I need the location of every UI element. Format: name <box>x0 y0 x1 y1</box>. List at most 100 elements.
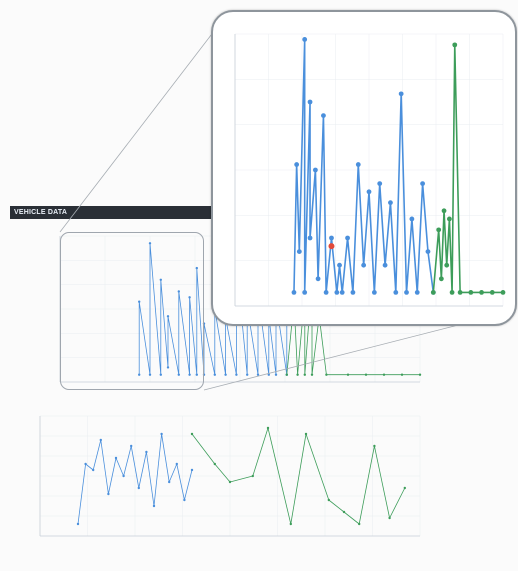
data-point[interactable] <box>452 42 458 48</box>
data-point[interactable] <box>382 262 388 268</box>
data-point[interactable] <box>291 290 297 295</box>
data-point[interactable] <box>310 373 314 376</box>
data-point[interactable] <box>468 290 474 295</box>
data-point[interactable] <box>99 438 103 442</box>
data-point[interactable] <box>177 373 180 376</box>
data-point[interactable] <box>195 373 198 376</box>
data-point[interactable] <box>438 276 444 282</box>
data-point[interactable] <box>302 290 308 295</box>
data-point[interactable] <box>304 432 308 436</box>
data-point[interactable] <box>373 444 376 448</box>
data-point[interactable] <box>307 235 313 241</box>
data-point[interactable] <box>168 480 171 484</box>
data-point[interactable] <box>296 249 302 255</box>
data-point[interactable] <box>403 486 406 490</box>
data-point[interactable] <box>404 290 409 295</box>
data-point[interactable] <box>235 373 238 376</box>
data-point[interactable] <box>420 181 425 187</box>
bottom-chart[interactable] <box>39 415 421 537</box>
data-point[interactable] <box>138 300 141 303</box>
data-point[interactable] <box>251 474 254 478</box>
data-point[interactable] <box>327 498 330 502</box>
data-point[interactable] <box>500 290 506 295</box>
data-point[interactable] <box>425 249 431 255</box>
data-point[interactable] <box>195 266 198 270</box>
data-point[interactable] <box>489 290 495 295</box>
data-point[interactable] <box>302 37 308 42</box>
data-point[interactable] <box>228 480 232 484</box>
data-point[interactable] <box>321 113 326 118</box>
data-point[interactable] <box>323 290 329 295</box>
data-point[interactable] <box>441 208 447 214</box>
data-point[interactable] <box>400 373 404 376</box>
data-point[interactable] <box>414 290 420 295</box>
data-point[interactable] <box>398 91 404 97</box>
zoom-selection-frame[interactable] <box>60 232 204 390</box>
data-point[interactable] <box>334 290 340 295</box>
data-point[interactable] <box>267 373 270 376</box>
data-point[interactable] <box>138 373 141 376</box>
data-point[interactable] <box>183 498 186 502</box>
data-point[interactable] <box>296 373 299 376</box>
data-point[interactable] <box>152 504 156 508</box>
data-point[interactable] <box>315 276 321 282</box>
data-point[interactable] <box>313 167 318 173</box>
data-point[interactable] <box>449 290 455 295</box>
data-point[interactable] <box>339 290 345 295</box>
data-point[interactable] <box>289 522 292 526</box>
data-point[interactable] <box>246 373 249 376</box>
data-point[interactable] <box>188 296 191 299</box>
data-point[interactable] <box>107 492 110 496</box>
data-point[interactable] <box>436 227 442 233</box>
data-point[interactable] <box>342 510 346 514</box>
data-point[interactable] <box>160 432 163 436</box>
data-point[interactable] <box>177 290 180 293</box>
data-point[interactable] <box>159 278 162 281</box>
data-point[interactable] <box>358 522 361 526</box>
data-point[interactable] <box>303 373 306 376</box>
data-point[interactable] <box>190 468 194 472</box>
data-point[interactable] <box>145 450 148 454</box>
data-point[interactable] <box>84 462 87 466</box>
data-point[interactable] <box>346 373 350 376</box>
data-point[interactable] <box>159 373 162 376</box>
data-point[interactable] <box>479 290 484 295</box>
data-point[interactable] <box>325 373 328 376</box>
data-point[interactable] <box>350 290 356 295</box>
data-point[interactable] <box>307 99 313 105</box>
data-point[interactable] <box>166 366 170 369</box>
data-point[interactable] <box>137 486 140 490</box>
data-point[interactable] <box>393 290 399 295</box>
data-point[interactable] <box>409 216 415 222</box>
data-point[interactable] <box>444 262 450 268</box>
data-point[interactable] <box>213 462 216 466</box>
data-point[interactable] <box>92 468 95 472</box>
data-point[interactable] <box>122 474 125 478</box>
data-point[interactable] <box>366 189 372 195</box>
data-point[interactable] <box>190 432 194 436</box>
data-point[interactable] <box>355 162 361 167</box>
data-point[interactable] <box>224 373 227 376</box>
data-point[interactable] <box>337 262 342 268</box>
data-point[interactable] <box>388 200 393 206</box>
data-point[interactable] <box>274 373 278 376</box>
data-point[interactable] <box>457 290 463 295</box>
data-point[interactable] <box>256 373 260 376</box>
zoom-chart[interactable] <box>234 33 506 307</box>
data-point[interactable] <box>148 373 152 376</box>
data-point[interactable] <box>266 426 270 430</box>
data-point[interactable] <box>418 373 422 376</box>
data-point[interactable] <box>371 290 377 295</box>
data-point[interactable] <box>364 373 368 376</box>
data-point[interactable] <box>188 373 191 376</box>
data-point[interactable] <box>148 242 152 245</box>
data-point[interactable] <box>130 444 133 448</box>
data-point[interactable] <box>388 516 391 520</box>
data-point[interactable] <box>76 522 80 526</box>
data-point[interactable] <box>430 290 436 295</box>
data-point[interactable] <box>382 373 386 376</box>
data-point[interactable] <box>377 181 383 187</box>
data-point[interactable] <box>285 373 288 376</box>
highlight-point[interactable] <box>328 243 335 250</box>
data-point[interactable] <box>361 262 367 268</box>
